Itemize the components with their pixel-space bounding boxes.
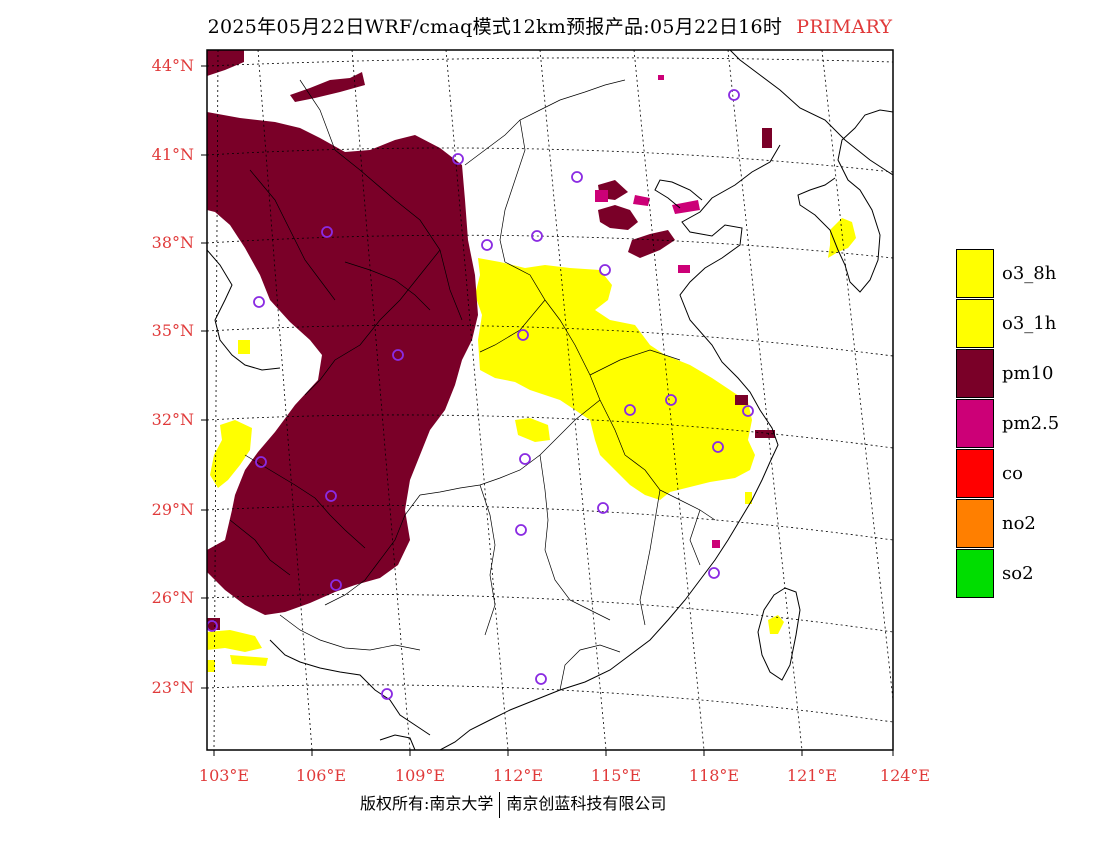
o3-region-west-small xyxy=(238,340,250,354)
pm10-region-sw xyxy=(207,618,220,630)
pm10-region-beijing-b xyxy=(628,230,675,258)
bohai-coast xyxy=(654,179,703,209)
pm10-region-north xyxy=(290,72,365,102)
legend-label: o3_1h xyxy=(1002,313,1057,334)
lon-label-106: 106°E xyxy=(295,766,347,785)
graticule xyxy=(207,50,893,750)
legend-label: no2 xyxy=(1002,513,1036,534)
lat-label-44: 44°N xyxy=(151,56,194,75)
pm10-region-nw xyxy=(207,50,244,76)
pm10-region-jiangsu xyxy=(735,395,748,405)
company-text: 南京创蓝科技有限公司 xyxy=(506,794,667,813)
lat-label-23: 23°N xyxy=(151,678,194,697)
legend-swatch xyxy=(956,449,994,498)
o3-region-sw-edge xyxy=(207,660,215,672)
pm25-region-d xyxy=(633,195,650,206)
lat-label-41: 41°N xyxy=(151,145,194,164)
national-border xyxy=(207,249,431,736)
korea-coast xyxy=(797,109,893,293)
hainan-coast xyxy=(379,734,416,750)
o3-region-hubei xyxy=(515,418,550,442)
pm10-region-liaoning xyxy=(762,128,772,148)
o3-region-central xyxy=(475,258,755,500)
legend-swatch xyxy=(956,549,994,598)
pm10-region-layer xyxy=(207,50,775,630)
axis-ticks xyxy=(201,65,894,756)
copyright-footer: 版权所有:南京大学 南京创蓝科技有限公司 xyxy=(360,790,666,818)
lon-label-103: 103°E xyxy=(198,766,250,785)
province-borders xyxy=(229,79,716,691)
boundaries xyxy=(207,50,893,750)
o3-region-layer xyxy=(207,218,856,672)
legend-swatch xyxy=(956,249,994,298)
map-frame xyxy=(206,49,894,751)
lat-label-26: 26°N xyxy=(151,588,194,607)
o3-region-southwest xyxy=(207,630,262,652)
lon-label-121: 121°E xyxy=(786,766,838,785)
legend-label: o3_8h xyxy=(1002,263,1057,284)
pm25-region-e xyxy=(658,75,664,80)
lon-label-109: 109°E xyxy=(394,766,446,785)
pm25-region-f xyxy=(712,540,720,548)
o3-region-west xyxy=(210,420,252,488)
legend-label: so2 xyxy=(1002,563,1034,584)
lon-label-124: 124°E xyxy=(879,766,931,785)
pm25-region-b xyxy=(672,200,700,214)
pm10-region-shanghai xyxy=(755,430,775,438)
lon-label-118: 118°E xyxy=(688,766,740,785)
legend-label: co xyxy=(1002,463,1023,484)
title-primary-tag: PRIMARY xyxy=(796,16,893,38)
pm10-region-main xyxy=(207,112,478,615)
legend-label: pm10 xyxy=(1002,363,1054,384)
station-markers xyxy=(207,89,754,700)
o3-region-southwest-b xyxy=(230,655,268,666)
pm10-region-beijing-a xyxy=(598,205,638,230)
title-text: 2025年05月22日WRF/cmaq模式12km预报产品:05月22日16时 xyxy=(207,16,783,38)
legend-label: pm2.5 xyxy=(1002,413,1060,434)
map-title: 2025年05月22日WRF/cmaq模式12km预报产品:05月22日16时 P… xyxy=(0,12,1100,39)
pm25-region-a xyxy=(595,190,608,202)
lat-label-38: 38°N xyxy=(151,233,194,252)
o3-region-fujian xyxy=(745,492,752,504)
o3-region-taiwan xyxy=(768,615,784,634)
lon-label-115: 115°E xyxy=(590,766,642,785)
copyright-text: 版权所有:南京大学 xyxy=(360,794,494,813)
pm25-region-layer xyxy=(595,75,720,548)
o3-region-korea xyxy=(828,218,856,258)
legend-swatch xyxy=(956,299,994,348)
legend-swatch xyxy=(956,499,994,548)
pm25-region-c xyxy=(678,265,690,273)
lat-label-35: 35°N xyxy=(151,321,194,340)
lon-label-112: 112°E xyxy=(492,766,544,785)
legend-swatch xyxy=(956,349,994,398)
lat-label-32: 32°N xyxy=(151,410,194,429)
legend-swatch xyxy=(956,399,994,448)
taiwan-coast xyxy=(757,587,801,681)
coastline xyxy=(439,50,893,750)
lat-label-29: 29°N xyxy=(151,500,194,519)
footer-separator xyxy=(499,791,501,818)
